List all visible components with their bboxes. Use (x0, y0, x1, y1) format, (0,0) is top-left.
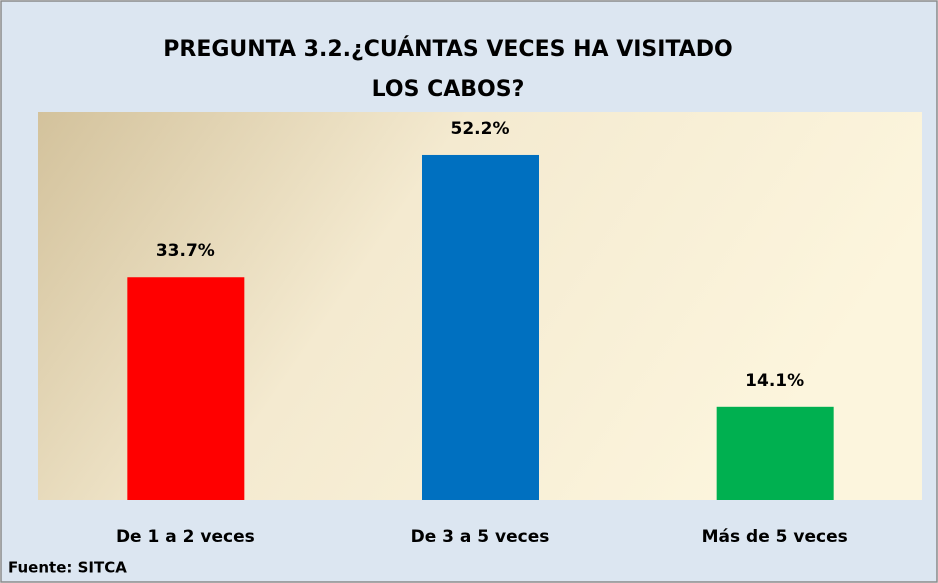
chart-title: PREGUNTA 3.2.¿CUÁNTAS VECES HA VISITADO (163, 36, 732, 62)
bar (127, 277, 245, 500)
x-tick-label: Más de 5 veces (702, 527, 848, 547)
data-label: 33.7% (156, 241, 215, 261)
bar (716, 406, 834, 500)
bar (422, 154, 539, 500)
x-tick-label: De 3 a 5 veces (411, 527, 550, 547)
data-label: 14.1% (745, 371, 804, 391)
x-tick-label: De 1 a 2 veces (116, 527, 255, 547)
data-label: 52.2% (451, 119, 510, 139)
source-note: Fuente: SITCA (8, 559, 127, 577)
chart-title: LOS CABOS? (372, 77, 525, 102)
